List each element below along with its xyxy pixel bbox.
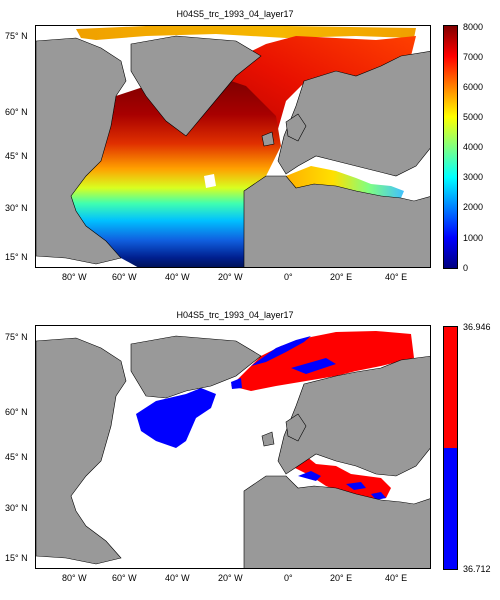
bottom-lat-label: 45° N xyxy=(5,452,28,462)
bottom-colorbar-min: 36.712 xyxy=(463,564,491,574)
top-data-field xyxy=(71,26,416,267)
bottom-lat-label: 75° N xyxy=(5,332,28,342)
top-colorbar-tick: 5000 xyxy=(463,112,484,122)
top-map-title: H04S5_trc_1993_04_layer17 xyxy=(176,9,294,19)
bottom-lon-label: 80° W xyxy=(62,573,87,583)
top-lat-label: 60° N xyxy=(5,107,28,117)
top-colorbar-tick: 7000 xyxy=(463,52,484,62)
top-colorbar-tick: 1000 xyxy=(463,233,484,243)
top-lat-label: 15° N xyxy=(5,252,28,262)
bottom-lon-label: 40° W xyxy=(165,573,190,583)
top-lon-label: 40° W xyxy=(165,272,190,282)
top-colorbar-tick: 0 xyxy=(463,263,469,273)
bottom-land xyxy=(36,335,430,568)
top-land xyxy=(36,35,430,267)
bottom-map xyxy=(35,325,431,569)
top-colorbar-tick: 6000 xyxy=(463,82,484,92)
top-lat-label: 75° N xyxy=(5,31,28,41)
bottom-data-field xyxy=(136,331,414,501)
bottom-colorbar-max: 36.946 xyxy=(463,322,491,332)
top-map xyxy=(35,25,431,268)
top-lat-label: 30° N xyxy=(5,203,28,213)
top-map-svg xyxy=(36,26,430,267)
top-lon-label: 20° E xyxy=(330,272,353,282)
top-colorbar xyxy=(443,25,458,269)
bottom-lat-label: 30° N xyxy=(5,503,28,513)
top-lon-label: 20° W xyxy=(218,272,243,282)
top-colorbar-tick: 2000 xyxy=(463,202,484,212)
bottom-lat-label: 60° N xyxy=(5,407,28,417)
top-colorbar-tick: 3000 xyxy=(463,172,484,182)
bottom-lon-label: 20° W xyxy=(218,573,243,583)
bottom-lat-label: 15° N xyxy=(5,553,28,563)
bottom-lon-label: 40° E xyxy=(385,573,408,583)
top-lon-label: 60° W xyxy=(112,272,137,282)
top-lon-label: 80° W xyxy=(62,272,87,282)
bottom-map-title: H04S5_trc_1993_04_layer17 xyxy=(176,310,294,320)
top-colorbar-tick: 8000 xyxy=(463,22,484,32)
bottom-lon-label: 20° E xyxy=(330,573,353,583)
bottom-lon-label: 0° xyxy=(284,573,293,583)
bottom-colorbar xyxy=(443,326,458,570)
top-lon-label: 0° xyxy=(284,272,293,282)
top-lon-label: 40° E xyxy=(385,272,408,282)
top-lat-label: 45° N xyxy=(5,151,28,161)
top-colorbar-tick: 4000 xyxy=(463,142,484,152)
bottom-lon-label: 60° W xyxy=(112,573,137,583)
bottom-map-svg xyxy=(36,331,430,568)
